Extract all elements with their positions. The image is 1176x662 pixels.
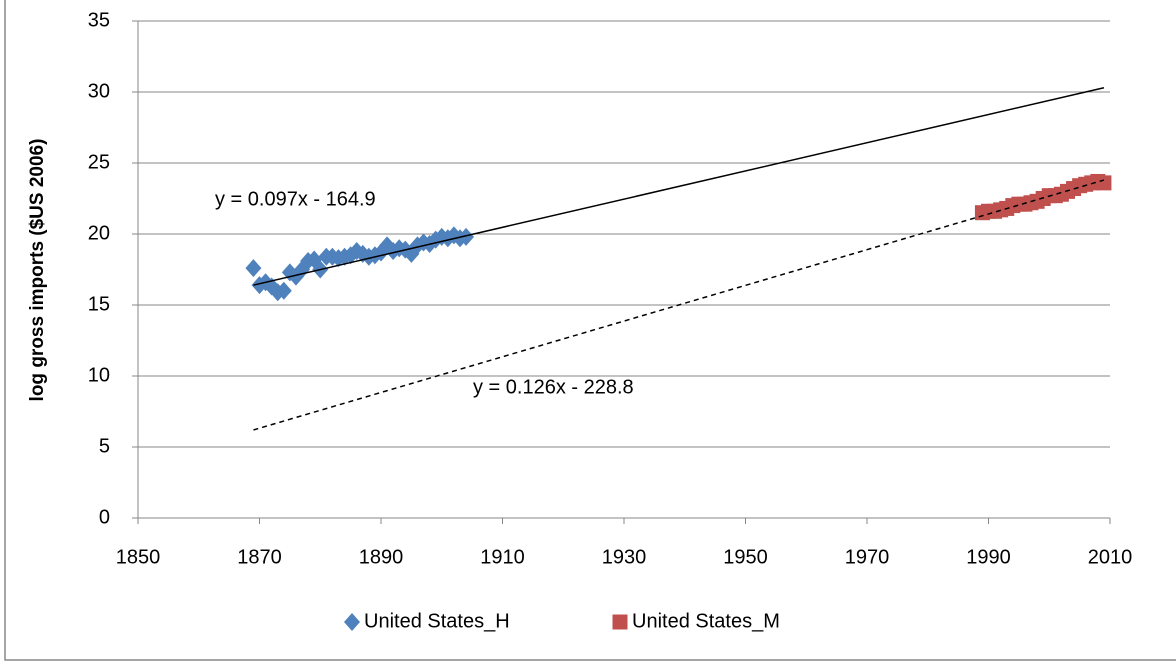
x-tick-label: 1870: [237, 546, 282, 568]
y-tick-label: 30: [88, 80, 110, 102]
legend-marker: [612, 614, 628, 630]
trendline: [253, 87, 1105, 286]
x-tick-label: 1990: [966, 546, 1011, 568]
y-tick-label: 5: [99, 435, 110, 457]
y-tick-label: 0: [99, 506, 110, 528]
legend-label: United States_H: [364, 610, 510, 632]
y-tick-label: 15: [88, 293, 110, 315]
y-tick-label: 20: [88, 222, 110, 244]
trendline-label: y = 0.126x - 228.8: [473, 376, 634, 398]
chart-border: [4, 0, 1176, 661]
y-tick-label: 10: [88, 364, 110, 386]
data-point: [458, 227, 475, 246]
data-point: [1096, 175, 1112, 191]
trendline: [253, 179, 1105, 431]
legend-label: United States_M: [632, 610, 780, 632]
y-tick-label: 35: [88, 9, 110, 31]
x-tick-label: 1950: [723, 546, 768, 568]
x-tick-label: 1890: [359, 546, 404, 568]
x-tick-label: 1930: [602, 546, 647, 568]
legend-marker: [344, 613, 360, 631]
data-point: [245, 259, 262, 278]
x-tick-label: 2010: [1088, 546, 1133, 568]
data-point: [275, 281, 292, 300]
x-tick-label: 1970: [845, 546, 890, 568]
trendline-label: y = 0.097x - 164.9: [215, 188, 376, 210]
x-tick-label: 1850: [116, 546, 161, 568]
y-axis-label: log gross imports ($US 2006): [27, 139, 48, 402]
x-tick-label: 1910: [480, 546, 525, 568]
data-point: [348, 242, 365, 261]
y-tick-label: 25: [88, 151, 110, 173]
